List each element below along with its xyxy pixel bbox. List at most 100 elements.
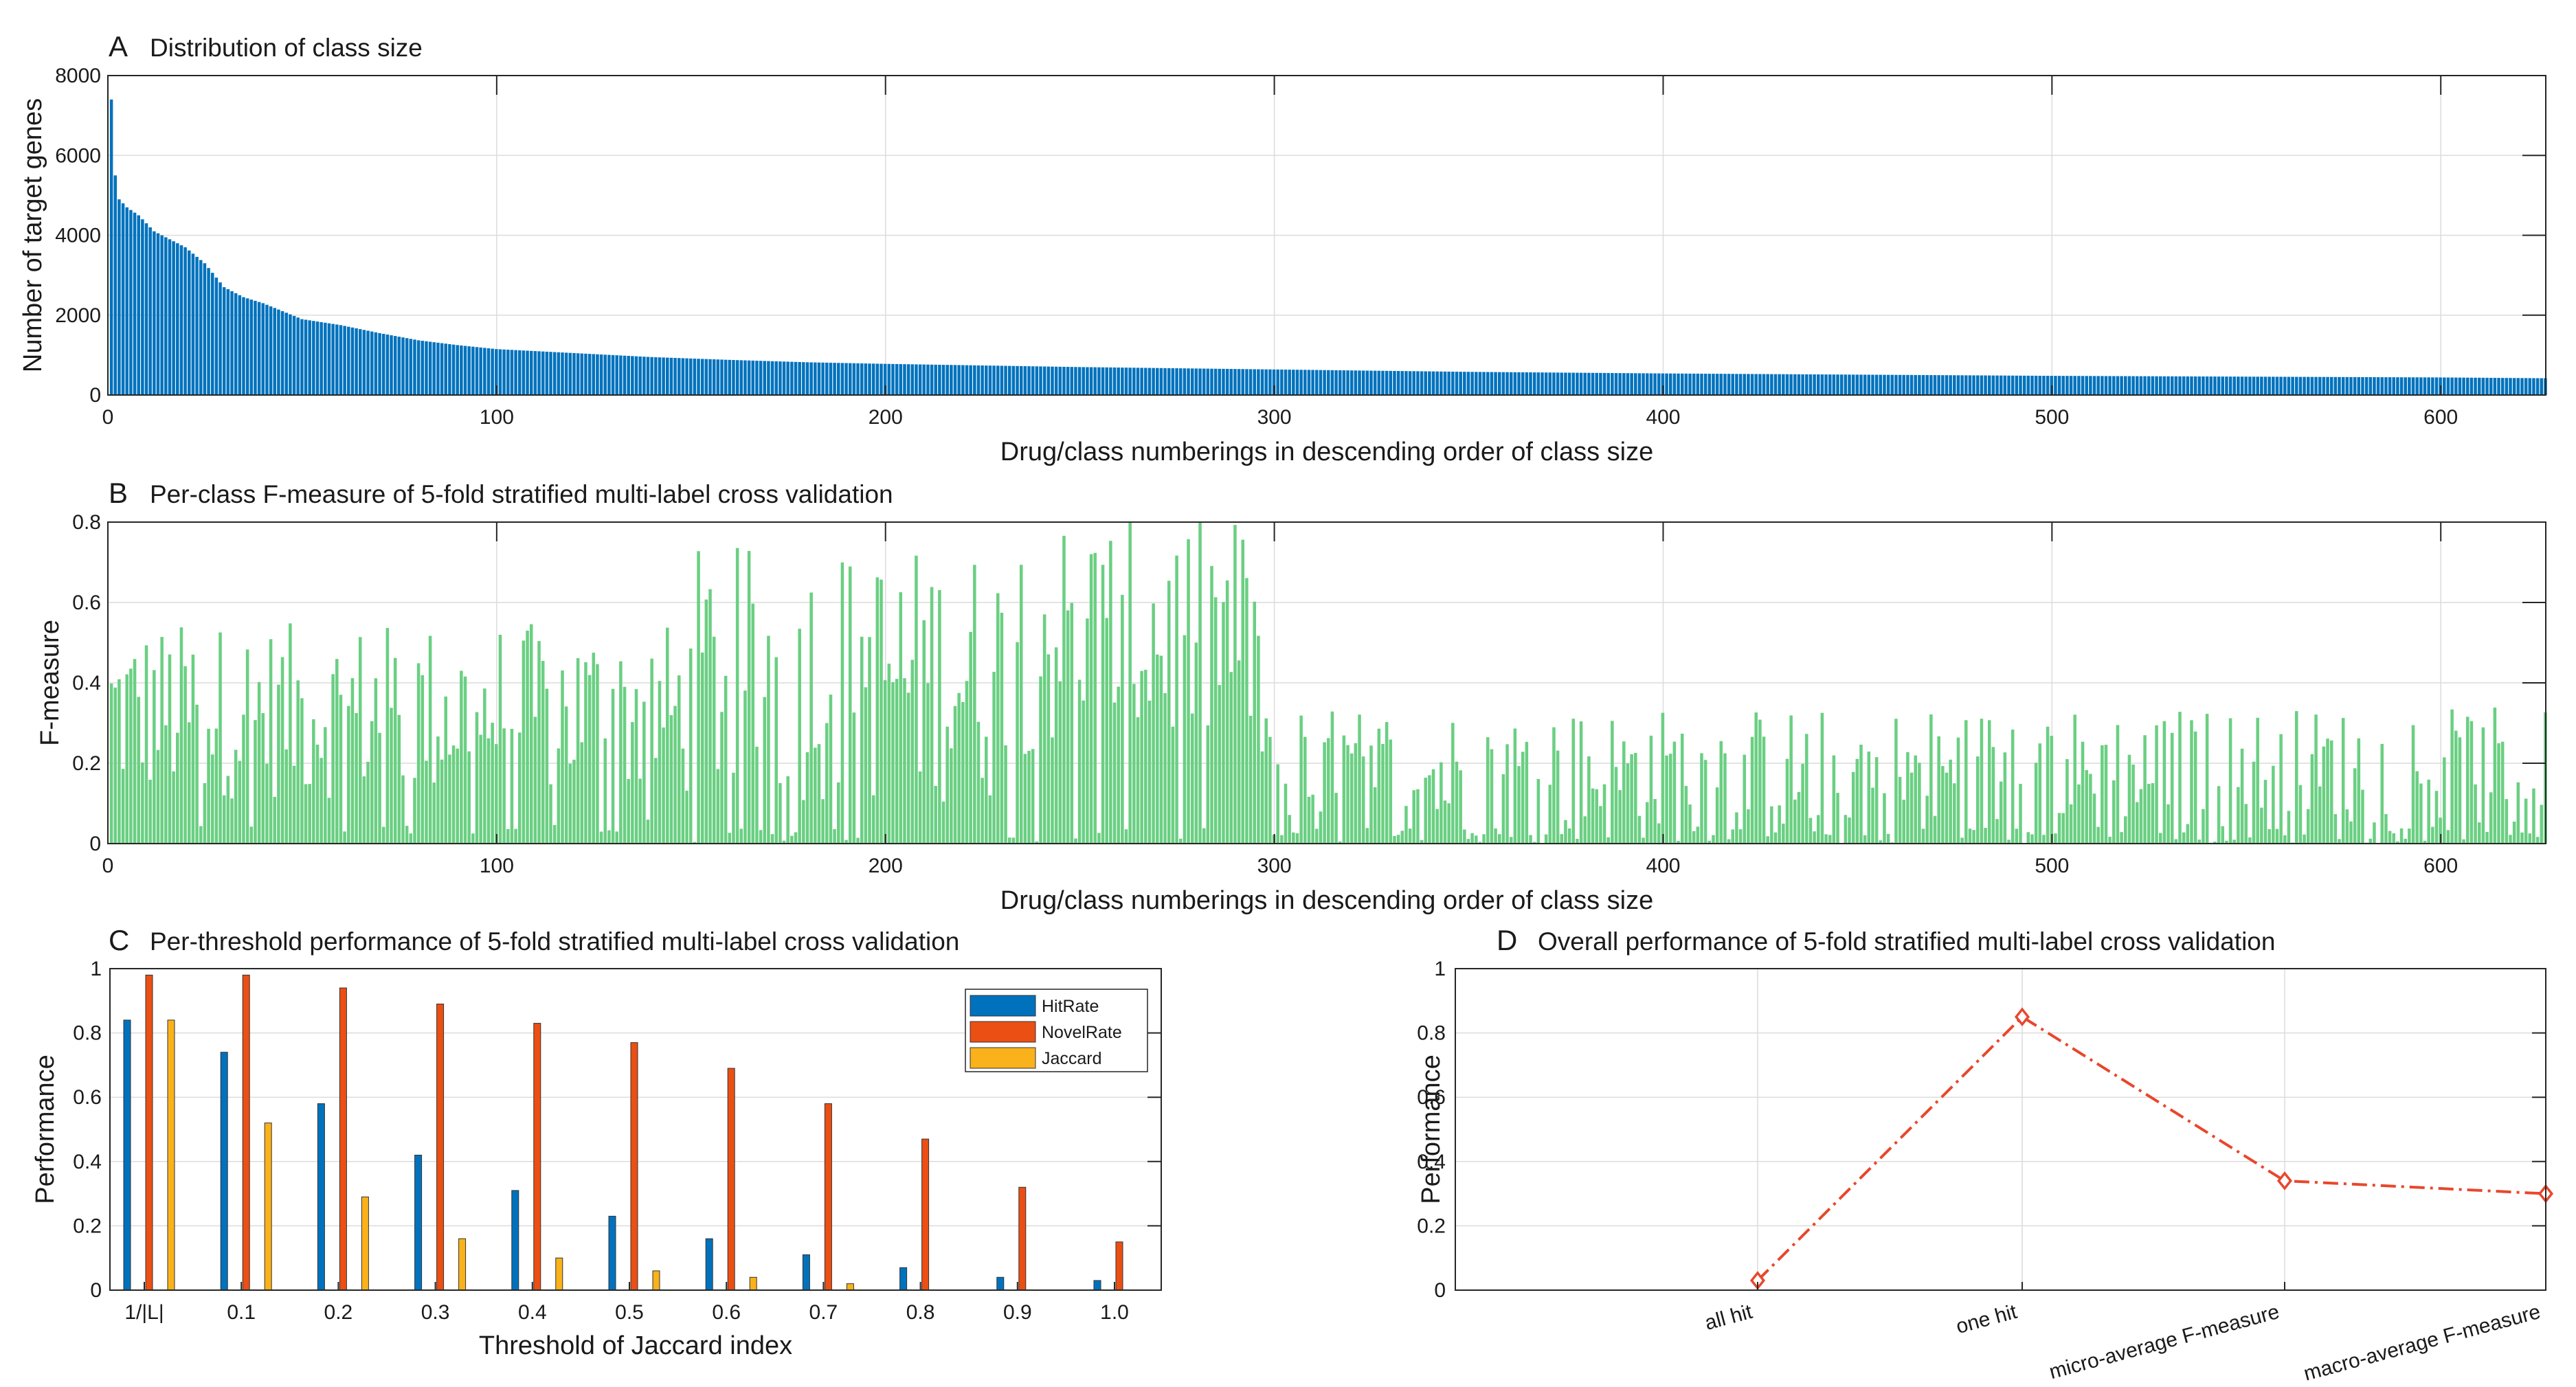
bar	[2127, 376, 2131, 395]
bar	[144, 223, 148, 395]
bar	[2298, 376, 2303, 395]
bar	[825, 362, 829, 395]
bar	[1602, 784, 1606, 844]
bar	[2326, 738, 2329, 844]
bar	[938, 589, 941, 844]
bar	[1046, 366, 1051, 395]
bar	[770, 834, 774, 844]
bar	[1956, 737, 1960, 844]
bar	[378, 332, 381, 395]
bar	[856, 837, 860, 844]
bar-hitrate	[1093, 1280, 1101, 1291]
bar	[1703, 760, 1707, 844]
bar	[2256, 717, 2259, 844]
bar	[945, 365, 949, 395]
legend-label: HitRate	[1042, 997, 1099, 1016]
bar-hitrate	[608, 1215, 616, 1291]
bar	[1187, 539, 1190, 844]
bar-novelrate	[824, 1103, 832, 1291]
bar	[1587, 372, 1591, 395]
bar	[2434, 377, 2439, 395]
bar	[751, 360, 755, 395]
bar	[2338, 839, 2341, 844]
bar	[416, 340, 421, 395]
bar	[2474, 377, 2477, 395]
bar	[2512, 378, 2516, 395]
bar	[1373, 370, 1377, 395]
bar	[327, 323, 331, 395]
bar	[938, 364, 941, 395]
bar	[2357, 376, 2361, 395]
bar	[1692, 373, 1696, 395]
bar	[965, 681, 969, 844]
bar	[2368, 838, 2373, 844]
bar	[2108, 376, 2112, 395]
bar	[1980, 375, 1984, 395]
bar	[522, 350, 526, 395]
bar	[1855, 374, 1859, 395]
bar	[1536, 372, 1541, 395]
bar	[347, 706, 350, 844]
y-tick-label: 4000	[55, 225, 101, 247]
bar	[1428, 371, 1431, 395]
y-tick-label: 0	[89, 384, 101, 407]
bar	[1743, 374, 1747, 395]
bar	[2283, 835, 2287, 844]
bar	[677, 675, 681, 844]
bar	[2341, 718, 2345, 844]
x-tick-label: 0.1	[227, 1301, 256, 1324]
bar	[2057, 813, 2061, 844]
bar	[2038, 375, 2042, 395]
bar	[926, 683, 930, 844]
bar	[996, 593, 1000, 844]
bar	[891, 682, 895, 844]
bar	[144, 645, 148, 844]
bar	[1066, 610, 1070, 844]
bar	[242, 714, 245, 844]
bar	[2131, 764, 2135, 844]
bar	[2353, 376, 2357, 395]
bar	[1918, 763, 1921, 844]
bar	[2182, 376, 2186, 395]
bar	[1630, 754, 1633, 844]
bar	[767, 361, 770, 395]
bar	[1579, 721, 1583, 844]
bar	[950, 748, 953, 844]
bar-hitrate	[705, 1238, 713, 1291]
bar	[1987, 375, 1991, 395]
bar	[1400, 371, 1404, 395]
bar	[2524, 378, 2528, 395]
bar	[1459, 372, 1462, 395]
bar	[677, 358, 681, 395]
bar	[1412, 790, 1416, 844]
bar	[1451, 723, 1455, 844]
bar	[1389, 370, 1393, 395]
bar	[1237, 660, 1241, 844]
bar	[1027, 366, 1031, 395]
bar	[918, 771, 922, 844]
bar	[1257, 369, 1260, 395]
bar	[852, 363, 856, 395]
bar	[1031, 366, 1035, 395]
bar	[413, 778, 416, 844]
bar	[1743, 754, 1747, 844]
bar	[1909, 772, 1914, 844]
bar	[1972, 830, 1975, 844]
bar	[1424, 371, 1427, 395]
bar	[1470, 833, 1474, 844]
bar-novelrate	[242, 974, 250, 1291]
bar	[774, 361, 778, 395]
bar	[1004, 745, 1007, 844]
bar	[2450, 709, 2454, 844]
bar	[1455, 372, 1459, 395]
bar	[2248, 837, 2252, 844]
bar	[292, 765, 296, 844]
bar	[1863, 374, 1867, 395]
bar	[903, 364, 906, 395]
bar	[164, 237, 168, 395]
bar	[1140, 368, 1143, 395]
bar	[1416, 789, 1420, 844]
bar	[153, 231, 156, 395]
bar	[1571, 372, 1576, 395]
bar	[1883, 793, 1886, 844]
